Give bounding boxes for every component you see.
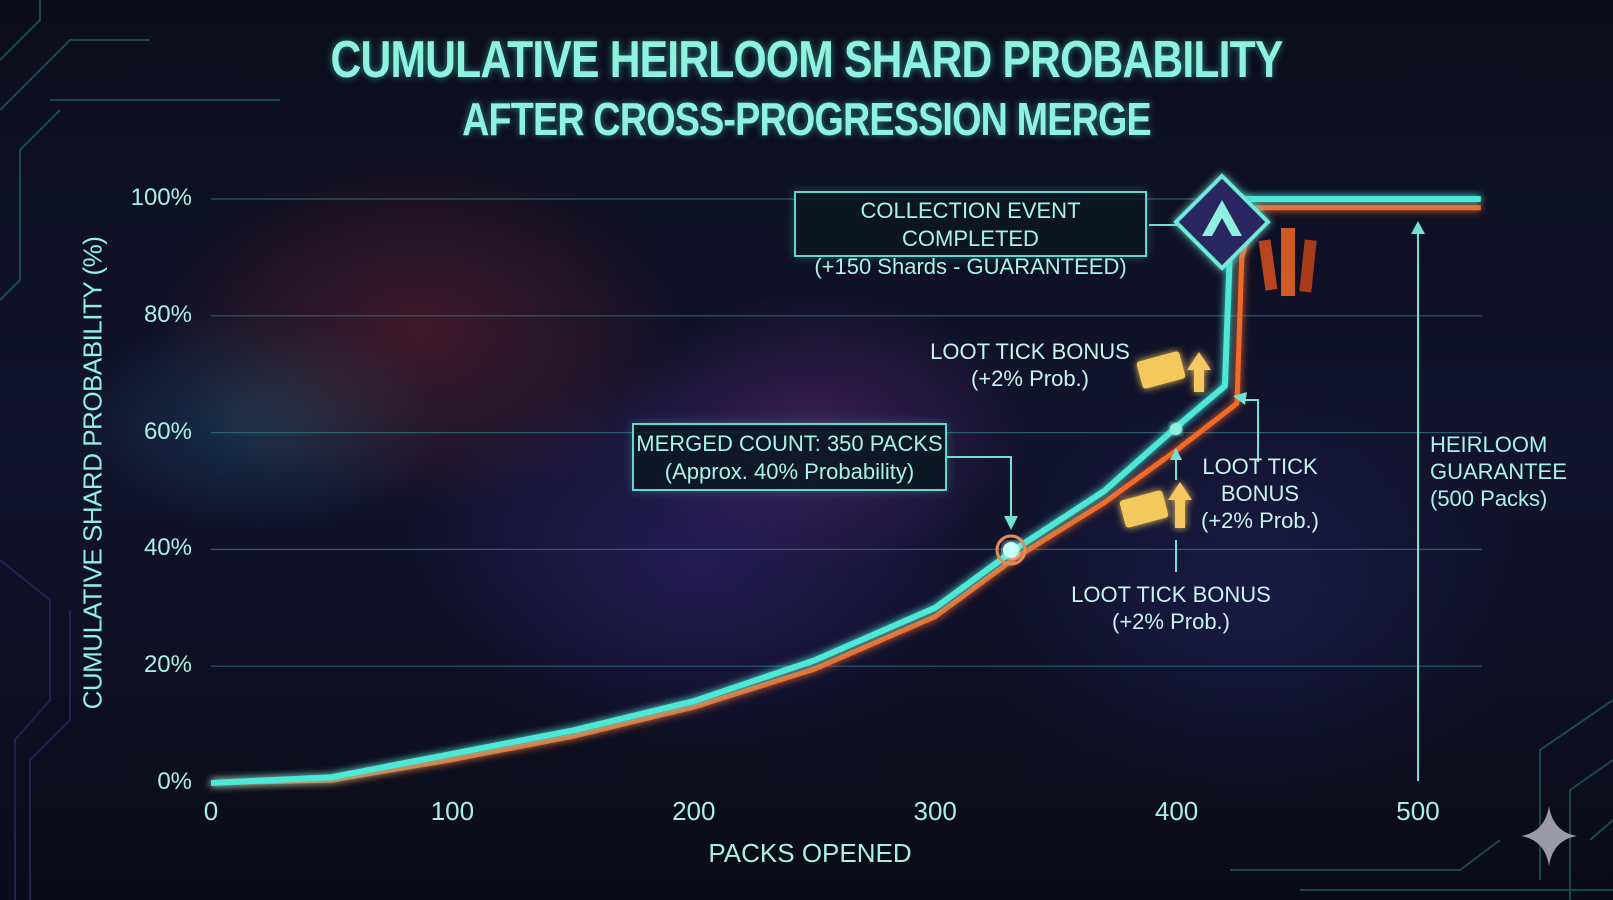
x-tick-label: 100: [430, 796, 475, 826]
sparkle-star-icon: [1521, 806, 1577, 866]
x-tick-label: 500: [1396, 796, 1440, 826]
loot-tick-detail: (+2% Prob.): [1112, 609, 1230, 634]
series-line-cyan: [210, 196, 1481, 786]
heirloom-title-2: GUARANTEE: [1430, 459, 1567, 484]
y-tick-label: 80%: [143, 300, 192, 328]
x-tick-label: 200: [672, 796, 716, 826]
x-tick-label: 300: [913, 796, 957, 826]
loot-tick-note-lower: LOOT TICK BONUS (+2% Prob.): [1066, 581, 1276, 635]
heirloom-shards-icon: [1258, 228, 1317, 296]
loot-tick-title: LOOT TICK BONUS: [1071, 582, 1271, 607]
collection-event-callout: COLLECTION EVENT COMPLETED (+150 Shards …: [794, 191, 1147, 279]
chart-title: CUMULATIVE HEIRLOOM SHARD PROBABILITY: [330, 31, 1284, 89]
merged-point-marker: [1003, 542, 1019, 558]
y-tick-label: 100%: [130, 184, 192, 211]
collection-callout-detail: (+150 Shards - GUARANTEED): [814, 254, 1127, 279]
loot-tick-title-2: BONUS: [1220, 481, 1300, 506]
heirloom-detail: (500 Packs): [1430, 486, 1548, 511]
y-tick-label: 20%: [143, 651, 192, 679]
x-axis-label: PACKS OPENED: [708, 838, 912, 868]
collection-callout-title: COLLECTION EVENT COMPLETED: [860, 198, 1081, 251]
heirloom-guarantee-note: HEIRLOOM GUARANTEE (500 Packs): [1430, 431, 1567, 512]
apex-emblem-icon: [1173, 173, 1271, 271]
x-tick-label: 0: [203, 796, 219, 826]
loot-tick-title: LOOT TICK BONUS: [930, 339, 1130, 364]
merged-connector-arrow: [947, 456, 1018, 530]
series-line-orange: [210, 205, 1481, 786]
loot-tick-note-right: LOOT TICK BONUS (+2% Prob.): [1180, 453, 1340, 534]
loot-tick-title: LOOT TICK: [1202, 454, 1318, 479]
heirloom-title: HEIRLOOM: [1430, 432, 1548, 457]
guarantee-arrow: [1411, 221, 1425, 781]
loot-tick-connector-arrow: [1170, 448, 1182, 572]
chart-subtitle: AFTER CROSS-PROGRESSION MERGE: [462, 93, 1152, 145]
y-tick-label: 40%: [143, 534, 192, 562]
loot-tick-detail: (+2% Prob.): [971, 366, 1089, 391]
loot-tick-connector-arrow: [1233, 392, 1259, 462]
y-tick-label: 60%: [143, 417, 192, 445]
merged-callout-detail: (Approx. 40% Probability): [664, 459, 915, 484]
x-tick-label: 400: [1154, 796, 1199, 826]
y-tick-label: 0%: [157, 768, 192, 795]
merged-callout-title: MERGED COUNT: 350 PACKS: [636, 431, 943, 456]
merged-count-callout: MERGED COUNT: 350 PACKS (Approx. 40% Pro…: [632, 423, 947, 491]
merged-point-ring: [995, 534, 1027, 566]
loot-tick-note-upper: LOOT TICK BONUS (+2% Prob.): [930, 338, 1130, 392]
loot-ticket-icon: [1136, 351, 1211, 392]
loot-point-marker: [1170, 423, 1182, 435]
loot-ticket-icon: [1119, 482, 1192, 528]
loot-tick-detail: (+2% Prob.): [1201, 508, 1319, 533]
